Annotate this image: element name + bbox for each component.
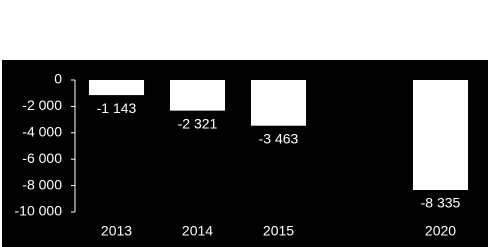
x-tick-label: 2014 [182,223,213,239]
y-tick-label: -2 000 [22,97,62,113]
value-label: -3 463 [259,130,299,146]
bar [250,80,307,126]
bar [169,80,226,111]
y-tick-label: -4 000 [22,124,62,140]
y-tick-label: -10 000 [15,203,63,219]
bar [412,80,469,191]
value-label: -8 335 [421,195,461,211]
y-tick-label: -8 000 [22,176,62,192]
x-tick-label: 2013 [101,223,132,239]
plot-background [2,60,488,247]
value-label: -1 143 [97,100,137,116]
y-tick-label: 0 [54,71,62,87]
x-tick-label: 2015 [263,223,294,239]
x-tick-label: 2020 [425,223,456,239]
bar [88,80,145,96]
value-label: -2 321 [178,115,218,131]
y-tick-label: -6 000 [22,150,62,166]
